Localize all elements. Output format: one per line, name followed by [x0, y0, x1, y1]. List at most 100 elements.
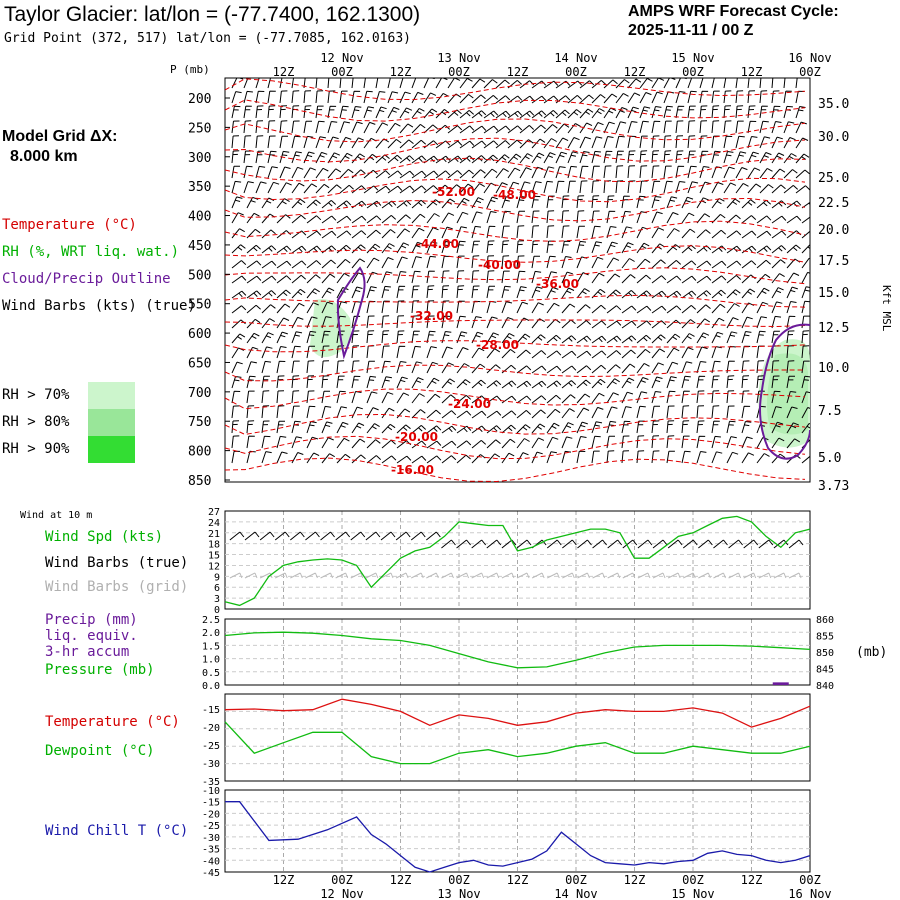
wind-barb — [261, 229, 276, 239]
wind-barb — [615, 121, 627, 134]
kft-tick: 7.5 — [818, 404, 841, 419]
wind-barb — [456, 197, 470, 209]
wind-barb — [486, 211, 497, 224]
wind-barb — [726, 375, 735, 389]
wind-barb — [399, 139, 414, 149]
wind-barb — [411, 285, 420, 299]
isotherm — [225, 435, 806, 460]
wind-barb — [546, 286, 559, 299]
wind-barb — [576, 225, 585, 239]
wind-barb — [756, 259, 771, 269]
wind-barb — [456, 363, 470, 374]
wind-barb — [321, 200, 337, 209]
wind-barb — [501, 410, 517, 419]
wind-barb — [681, 361, 693, 374]
wind-barb — [366, 360, 375, 374]
wind-barb — [576, 335, 592, 344]
y-tick-label: 3 — [214, 594, 220, 605]
wind-barb — [255, 90, 265, 104]
wind-barb — [561, 408, 575, 419]
wind-barb — [675, 105, 685, 119]
wind-barb — [399, 91, 411, 104]
top-hour-label: 12Z — [741, 65, 763, 79]
wind-barb-grid — [637, 572, 651, 579]
wind-barb — [396, 392, 410, 404]
y-tick-label: -45 — [202, 868, 220, 879]
wind-barb — [651, 305, 667, 314]
wind-barb — [696, 346, 708, 359]
wind-barb — [531, 210, 540, 224]
wind-barb — [363, 169, 379, 179]
wind-barb — [441, 300, 450, 314]
wind-barb — [363, 106, 375, 119]
wind-barb — [486, 439, 501, 449]
y-tick-label: -40 — [202, 856, 220, 867]
wind-barb — [456, 379, 471, 389]
wind-barb — [627, 165, 636, 179]
bottom-date-label: 13 Nov — [437, 887, 480, 900]
wind-barb — [246, 212, 260, 224]
wind-barb-10m — [471, 539, 487, 549]
wind-barb — [546, 210, 555, 224]
wind-barb — [666, 196, 678, 209]
wind-barb-grid — [290, 572, 303, 579]
wind-barb — [615, 92, 629, 104]
wind-barb — [261, 346, 273, 359]
wind-barb — [666, 361, 679, 374]
wind-barb — [591, 195, 600, 209]
wind-barb-10m — [607, 539, 623, 549]
wind-barb — [261, 197, 275, 209]
wind-barb-grid — [516, 572, 530, 579]
wind-barb — [483, 140, 499, 149]
wind-barb — [366, 407, 379, 419]
wind-barb — [276, 360, 286, 374]
wind-barb — [303, 120, 313, 134]
y-tick-label: 2.0 — [202, 628, 220, 639]
wind-barb — [501, 196, 513, 209]
wind-barb — [375, 122, 389, 134]
wind-barb — [711, 120, 720, 134]
wind-barb — [771, 230, 787, 239]
wind-barb — [495, 110, 511, 119]
wind-barb — [366, 391, 378, 404]
bottom-hour-label: 00Z — [565, 873, 587, 887]
wind-barb — [531, 334, 546, 344]
wind-barb — [471, 94, 486, 104]
precip-accum-label: 3-hr accum — [45, 644, 130, 660]
pressure-tick: 700 — [188, 386, 211, 401]
wind-barb — [471, 211, 483, 224]
wind-barb — [276, 260, 292, 269]
wind-barb — [726, 275, 742, 284]
wind-barb — [636, 258, 651, 269]
wind-barb — [663, 135, 672, 149]
wind-barb — [327, 136, 339, 149]
wind-barb — [747, 78, 750, 89]
bottom-date-label: 12 Nov — [320, 887, 363, 900]
wind-barb — [231, 361, 243, 374]
wind-barb — [543, 180, 553, 194]
wind-barb — [555, 109, 570, 119]
wind-barb-grid — [395, 572, 409, 579]
wind-barb — [441, 226, 453, 239]
wind-barb — [606, 420, 617, 434]
panel-frame — [224, 510, 811, 610]
y-tick-label: -20 — [202, 723, 220, 734]
wind-barb — [471, 225, 482, 239]
wind-barb — [426, 300, 435, 314]
wind-barb — [279, 90, 288, 104]
wind-barb — [291, 331, 303, 344]
y-tick-label: -35 — [202, 777, 220, 788]
wind-barb — [387, 122, 401, 134]
wind-barb — [321, 330, 331, 344]
wind-barb — [666, 347, 680, 359]
wind-barb — [426, 455, 442, 464]
y-tick-label: 0 — [214, 605, 220, 616]
wind-barb — [759, 105, 768, 119]
wind-barb — [711, 275, 727, 284]
bottom-date-label: 16 Nov — [788, 887, 831, 900]
wind-barb — [741, 421, 752, 434]
wind-barb — [441, 425, 457, 434]
wind-barb — [366, 330, 375, 344]
top-date-label: 13 Nov — [437, 51, 480, 65]
